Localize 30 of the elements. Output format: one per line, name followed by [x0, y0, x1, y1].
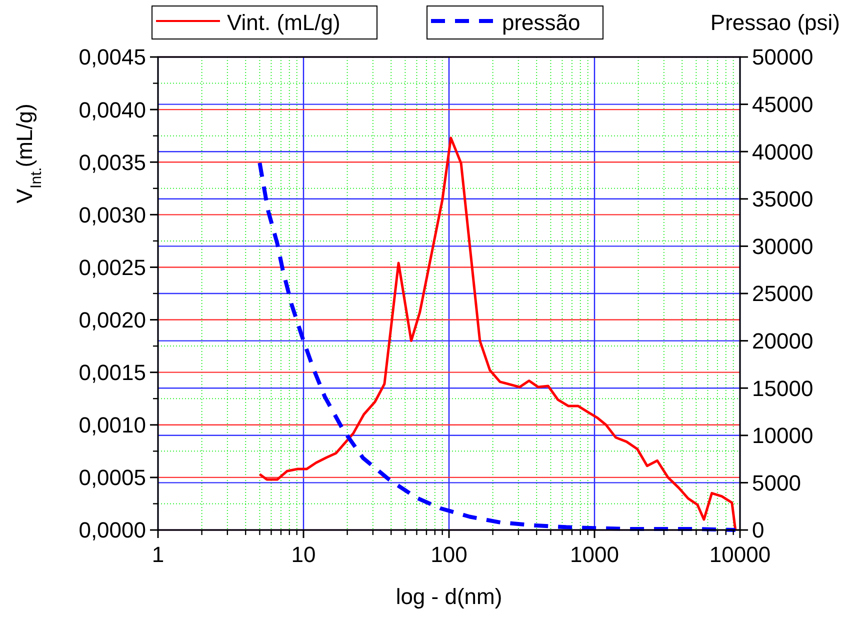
- y-tick-label: 0,0000: [78, 518, 146, 543]
- y-tick-label: 0,0020: [78, 307, 146, 332]
- x-tick-label: 10: [291, 542, 316, 567]
- y2-tick-label: 40000: [752, 139, 814, 164]
- y-tick-label: 0,0045: [78, 44, 146, 70]
- y2-tick-label: 25000: [752, 281, 814, 306]
- y-tick-label: 0,0010: [78, 412, 146, 438]
- y2-tick-label: 5000: [752, 470, 801, 496]
- y-tick-label: 0,0040: [78, 97, 146, 122]
- y-tick-label: 0,0015: [78, 360, 146, 386]
- legend-label: pressão: [502, 10, 580, 35]
- y-tick-label: 0,0025: [78, 254, 146, 280]
- x-tick-label: 1000: [570, 542, 619, 567]
- x-axis-title: log - d(nm): [396, 584, 502, 609]
- y2-tick-label: 20000: [752, 328, 814, 354]
- y-tick-label: 0,0030: [78, 202, 146, 228]
- y-tick-label: 0,0035: [78, 150, 146, 175]
- y-tick-label: 0,0005: [78, 465, 146, 490]
- y2-tick-label: 0: [752, 518, 764, 543]
- y2-tick-label: 10000: [752, 423, 814, 448]
- y2-axis-title: Pressao (psi): [710, 10, 840, 35]
- x-tick-label: 10000: [709, 542, 771, 567]
- x-tick-label: 1: [152, 542, 164, 567]
- y2-tick-label: 50000: [752, 44, 814, 70]
- y2-tick-label: 45000: [752, 92, 814, 117]
- y2-tick-label: 35000: [752, 186, 814, 212]
- legend-label: Vint. (mL/g): [227, 10, 340, 35]
- x-tick-label: 100: [430, 542, 468, 567]
- y2-tick-label: 30000: [752, 234, 814, 259]
- y2-tick-label: 15000: [752, 376, 814, 401]
